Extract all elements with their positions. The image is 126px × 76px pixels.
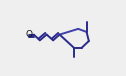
- Text: O: O: [26, 30, 33, 39]
